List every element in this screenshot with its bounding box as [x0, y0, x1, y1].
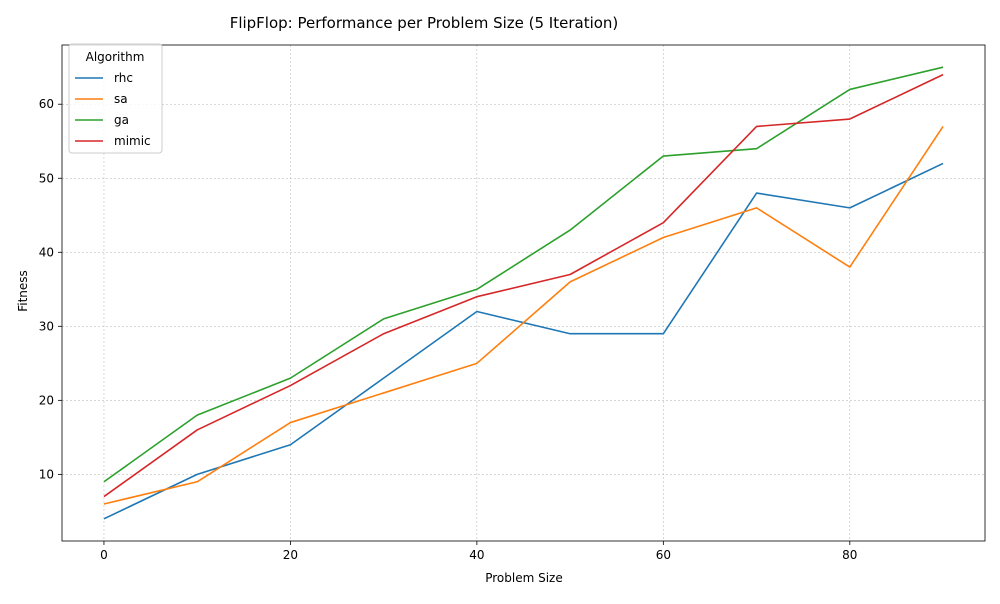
- axis-ticks: 0 20 40 60 80 10 20 30 40 50 60: [39, 97, 858, 562]
- x-tick-label: 80: [842, 548, 857, 562]
- y-axis-label: Fitness: [16, 270, 30, 312]
- legend-label-ga: ga: [114, 113, 129, 127]
- x-tick-label: 20: [283, 548, 298, 562]
- legend-entries: rhc sa ga mimic: [75, 71, 151, 148]
- series-lines: [103, 66, 944, 520]
- y-tick-label: 30: [39, 319, 54, 333]
- x-tick-label: 60: [656, 548, 671, 562]
- y-tick-label: 50: [39, 171, 54, 185]
- grid: [62, 45, 985, 541]
- legend-label-rhc: rhc: [114, 71, 133, 85]
- x-axis-label: Problem Size: [485, 571, 563, 585]
- y-tick-label: 20: [39, 393, 54, 407]
- legend: Algorithm rhc sa ga mimic: [68, 43, 163, 154]
- y-tick-label: 10: [39, 467, 54, 481]
- legend-label-sa: sa: [114, 92, 128, 106]
- series-line-sa: [103, 125, 944, 505]
- series-line-ga: [103, 66, 944, 483]
- legend-box: [68, 43, 163, 154]
- legend-title: Algorithm: [86, 50, 145, 64]
- y-tick-label: 40: [39, 245, 54, 259]
- series-line-mimic: [103, 73, 944, 498]
- plot-area-frame: [61, 44, 986, 542]
- chart-title: FlipFlop: Performance per Problem Size (…: [230, 14, 619, 32]
- x-tick-label: 0: [100, 548, 108, 562]
- y-tick-label: 60: [39, 97, 54, 111]
- x-tick-label: 40: [469, 548, 484, 562]
- legend-label-mimic: mimic: [114, 134, 151, 148]
